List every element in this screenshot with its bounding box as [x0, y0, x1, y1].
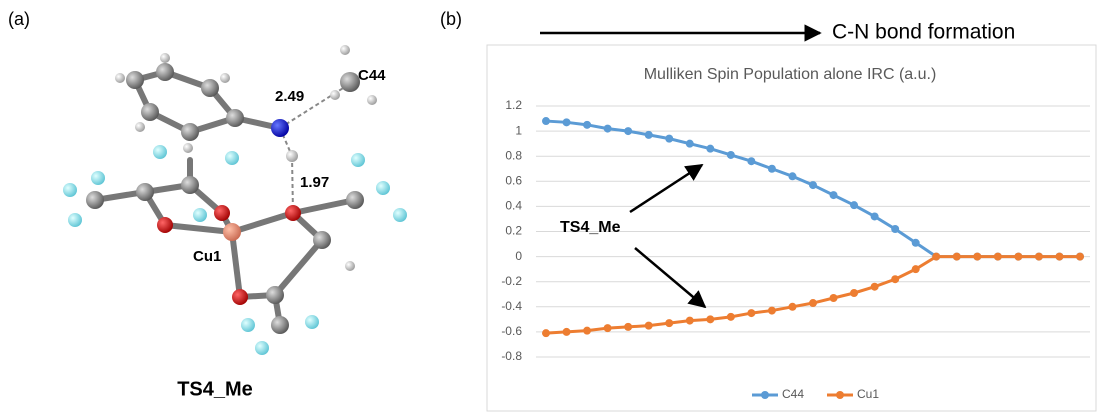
data-point	[624, 127, 633, 136]
y-tick-label: -0.2	[501, 274, 522, 288]
data-point	[665, 319, 674, 328]
data-point	[767, 164, 776, 173]
distance-label: 1.97	[300, 174, 329, 191]
y-tick-label: -0.8	[501, 349, 522, 363]
data-point	[644, 130, 653, 139]
data-point	[747, 157, 756, 166]
data-point	[891, 275, 900, 284]
data-point	[706, 315, 715, 324]
chart: -0.8 -0.6 -0.4 -0.2 0 0.2 0.4 0.6 0.8 1 1.2 C44 Cu1	[501, 98, 1090, 401]
data-point	[583, 120, 592, 129]
legend-label: Cu1	[857, 387, 879, 401]
h-bonds	[279, 84, 349, 214]
legend-swatch	[836, 391, 844, 399]
data-point	[932, 252, 941, 261]
y-tick-label: 0.6	[505, 173, 522, 187]
data-point	[665, 134, 674, 143]
arrow-label: C-N bond formation	[832, 21, 1015, 44]
caption: TS4_Me	[177, 378, 253, 400]
chart-title: Mulliken Spin Population alone IRC (a.u.…	[644, 66, 937, 83]
series-line	[545, 255, 1080, 335]
data-point	[993, 252, 1002, 261]
data-point	[542, 117, 550, 126]
y-tick-label: 0.8	[505, 148, 522, 162]
data-point	[829, 294, 838, 303]
y-tick-label: 0.4	[505, 199, 522, 213]
data-point	[583, 326, 592, 335]
panel-label: (a)	[8, 9, 30, 29]
data-point	[706, 144, 715, 153]
data-point	[624, 322, 633, 331]
data-point	[788, 302, 797, 311]
data-point	[952, 252, 961, 261]
data-point	[809, 181, 817, 190]
data-point	[1055, 252, 1064, 261]
data-point	[603, 324, 612, 333]
y-tick-label: 1	[515, 123, 522, 137]
data-point	[911, 238, 920, 247]
y-tick-label: 0	[515, 249, 522, 263]
atoms	[63, 45, 407, 355]
data-point	[788, 172, 797, 181]
data-point	[747, 309, 756, 318]
data-point	[562, 327, 571, 336]
data-point	[542, 329, 550, 338]
chart-frame	[486, 44, 1097, 412]
data-point	[603, 124, 612, 133]
panel-label: (b)	[440, 9, 462, 29]
legend-label: C44	[782, 387, 804, 401]
data-point	[726, 150, 735, 159]
data-point	[562, 118, 571, 127]
data-point	[1014, 252, 1023, 261]
data-point	[891, 224, 900, 233]
atom-label: C44	[358, 67, 386, 84]
data-point	[644, 321, 653, 330]
data-point	[850, 288, 859, 297]
annotation-arrow	[634, 247, 707, 309]
data-point	[726, 312, 735, 321]
data-point	[809, 299, 817, 308]
data-point	[1034, 252, 1043, 261]
data-point	[1076, 252, 1084, 261]
atom-label: Cu1	[193, 248, 221, 265]
data-point	[973, 252, 982, 261]
data-point	[911, 265, 920, 274]
annotation-arrow	[629, 163, 704, 214]
distance-label: 2.49	[275, 88, 304, 105]
data-point	[870, 282, 879, 291]
annotation: TS4_Me	[560, 219, 621, 236]
y-tick-label: -0.4	[501, 299, 522, 313]
y-tick-label: 1.2	[505, 98, 522, 112]
data-point	[685, 316, 694, 325]
data-point	[767, 306, 776, 315]
molecule	[92, 69, 358, 328]
data-point	[870, 212, 879, 221]
y-tick-label: 0.2	[505, 224, 522, 238]
data-point	[829, 191, 838, 200]
data-point	[685, 139, 694, 148]
data-point	[850, 201, 859, 210]
legend-swatch	[761, 391, 769, 399]
y-tick-label: -0.6	[501, 324, 522, 338]
